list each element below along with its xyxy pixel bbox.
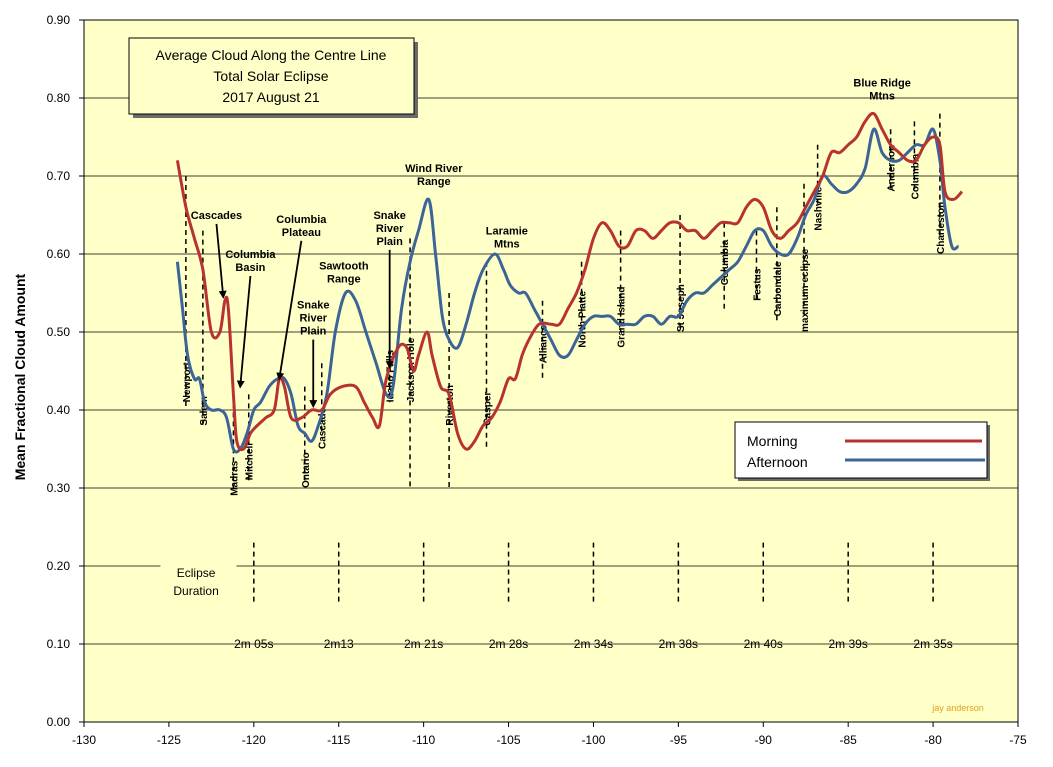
x-tick-label: -80 <box>924 733 942 747</box>
location-label: Alliance <box>539 324 550 363</box>
region-label: Sawtooth <box>319 261 369 273</box>
location-label: Charleston <box>936 202 947 254</box>
region-label: Plain <box>377 236 404 248</box>
y-tick-label: 0.10 <box>47 637 71 651</box>
chart-title: Average Cloud Along the Centre Line <box>156 47 387 63</box>
x-tick-label: -100 <box>581 733 605 747</box>
duration-value: 2m 35s <box>913 637 952 651</box>
duration-value: 2m 21s <box>404 637 443 651</box>
location-label: maximum eclipse <box>800 248 811 332</box>
y-tick-label: 0.50 <box>47 325 71 339</box>
y-tick-label: 0.40 <box>47 403 71 417</box>
y-axis-label: Mean Fractional Cloud Amount <box>12 273 28 480</box>
credit-text: jay anderson <box>931 703 984 713</box>
duration-label-bg <box>160 550 237 593</box>
y-tick-label: 0.70 <box>47 169 71 183</box>
duration-value: 2m13 <box>324 637 354 651</box>
y-tick-label: 0.30 <box>47 481 71 495</box>
chart-subtitle-line-2: 2017 August 21 <box>222 89 320 105</box>
y-tick-label: 0.60 <box>47 247 71 261</box>
location-label: Ontario <box>301 452 312 488</box>
duration-value: 2m 40s <box>744 637 783 651</box>
region-arrow <box>276 240 303 381</box>
x-tick-labels: -130 -125 -120 -115 -110 -105 -100 -95 -90 -85 -80… <box>72 722 1027 747</box>
region-label: Plateau <box>282 227 321 239</box>
duration-label: Eclipse <box>177 566 216 580</box>
series-line-afternoon <box>175 127 960 454</box>
region-label: Range <box>417 176 451 188</box>
location-label: Idaho Falls <box>386 350 397 403</box>
y-tick-label: 0.80 <box>47 91 71 105</box>
location-label: Mitchell <box>245 443 256 480</box>
location-label: Madras <box>229 460 240 495</box>
y-tick-label: 0.00 <box>47 715 71 729</box>
region-label: Cascades <box>191 210 242 222</box>
x-tick-label: -75 <box>1009 733 1027 747</box>
duration-value: 2m 39s <box>829 637 868 651</box>
region-label: Basin <box>235 262 265 274</box>
x-tick-label: -125 <box>157 733 181 747</box>
location-label: Newport <box>182 362 193 403</box>
duration-label: Duration <box>173 584 218 598</box>
legend-label-morning: Morning <box>747 433 798 449</box>
location-label: Salem <box>199 396 210 426</box>
duration-value: 2m 34s <box>574 637 613 651</box>
x-tick-label: -110 <box>412 733 435 747</box>
y-tick-label: 0.90 <box>47 13 71 27</box>
x-tick-label: -120 <box>242 733 266 747</box>
region-arrow <box>236 275 252 389</box>
y-tick-labels: 0.00 0.10 0.20 0.30 0.40 0.50 0.60 0.70 0.80 0.90 <box>47 13 84 729</box>
location-label: Cascade <box>318 407 329 449</box>
location-label: Columbia <box>910 153 921 199</box>
region-label: Snake <box>297 300 329 312</box>
region-label: Mtns <box>869 90 895 102</box>
series-line-morning <box>175 111 964 452</box>
location-label: Anderson <box>887 145 898 192</box>
region-label: Range <box>327 274 361 286</box>
region-label: Columbia <box>276 214 327 226</box>
x-tick-label: -90 <box>755 733 773 747</box>
title-box: Average Cloud Along the Centre Line Tota… <box>128 37 418 118</box>
grid-lines <box>84 97 1018 645</box>
region-labels: CascadesColumbiaBasinColumbiaPlateauSnak… <box>191 77 911 409</box>
x-tick-label: -85 <box>840 733 858 747</box>
x-tick-label: -130 <box>72 733 96 747</box>
region-label: Mtns <box>494 239 520 251</box>
series-lines <box>175 111 964 454</box>
location-label: Nashville <box>814 186 825 230</box>
region-label: Blue Ridge <box>853 77 910 89</box>
x-tick-label: -115 <box>327 733 350 747</box>
chart-subtitle-line-1: Total Solar Eclipse <box>213 68 328 84</box>
region-label: River <box>299 313 327 325</box>
region-label: Laramie <box>486 226 528 238</box>
legend: Morning Afternoon <box>734 421 990 481</box>
plot-background <box>83 19 1019 723</box>
location-label: North Platte <box>578 290 589 347</box>
location-label: Columbia <box>720 239 731 285</box>
duration-value: 2m 05s <box>234 637 273 651</box>
eclipse-duration-row: Eclipse Duration 2m 05s 2m13 2m 21s 2m 28s 2m … <box>160 542 953 651</box>
x-tick-label: -95 <box>670 733 688 747</box>
region-label: River <box>376 223 404 235</box>
duration-value: 2m 28s <box>489 637 528 651</box>
location-label: Carbondale <box>773 261 784 316</box>
region-arrow <box>215 223 227 299</box>
y-tick-label: 0.20 <box>47 559 71 573</box>
location-label: Casper <box>482 392 493 426</box>
region-label: Snake <box>373 210 405 222</box>
region-label: Columbia <box>225 249 276 261</box>
location-label: Festus <box>752 268 763 301</box>
region-label: Plain <box>300 326 327 338</box>
region-label: Wind River <box>405 163 463 175</box>
x-tick-label: -105 <box>497 733 521 747</box>
location-label: Grand Island <box>617 286 628 347</box>
legend-label-afternoon: Afternoon <box>747 454 808 470</box>
duration-value: 2m 38s <box>659 637 698 651</box>
